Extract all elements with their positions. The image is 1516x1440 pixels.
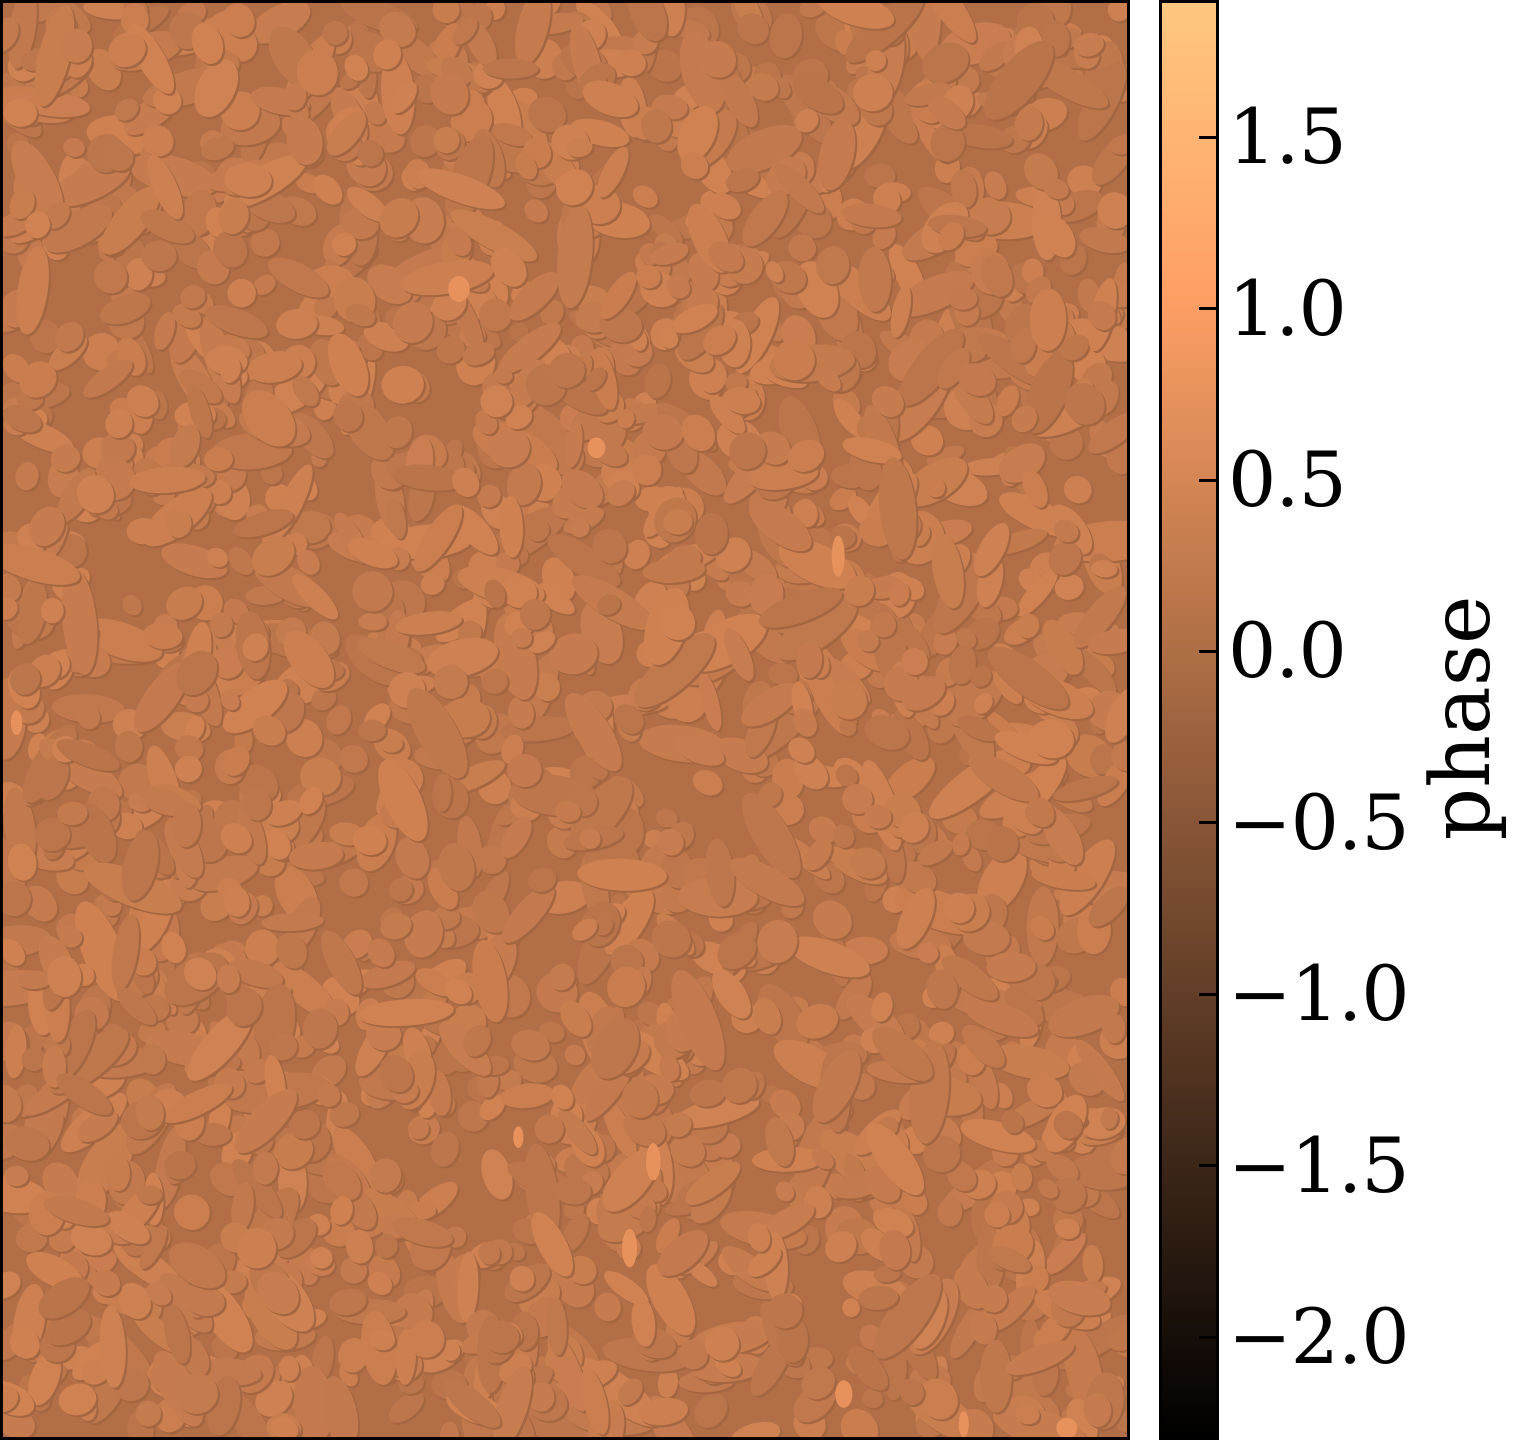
grain bbox=[864, 163, 896, 188]
grain bbox=[637, 1001, 663, 1026]
colorbar bbox=[1159, 0, 1219, 1440]
grain bbox=[1063, 475, 1092, 504]
colorbar-tick-label: 0.0 bbox=[1228, 606, 1347, 696]
grain bbox=[507, 753, 542, 788]
grain bbox=[926, 445, 965, 466]
grain bbox=[564, 1044, 586, 1066]
grain bbox=[933, 628, 958, 655]
colorbar-tick-label: −0.5 bbox=[1228, 777, 1410, 867]
colorbar-label: phase bbox=[1414, 595, 1509, 841]
colorbar-tick bbox=[1199, 649, 1217, 653]
bright-speck bbox=[835, 1380, 853, 1408]
grain bbox=[440, 1421, 460, 1437]
grain bbox=[694, 1393, 728, 1428]
grain bbox=[339, 744, 368, 773]
phase-map-texture bbox=[3, 3, 1127, 1437]
grain bbox=[407, 1320, 445, 1358]
colorbar-gradient bbox=[1162, 3, 1216, 1437]
grain bbox=[3, 1175, 49, 1214]
bright-speck bbox=[448, 276, 470, 302]
grain bbox=[163, 1150, 196, 1180]
bright-speck bbox=[622, 1228, 638, 1268]
grain bbox=[546, 826, 577, 859]
colorbar-tick bbox=[1199, 821, 1217, 825]
grain bbox=[253, 274, 276, 296]
grain bbox=[1090, 744, 1115, 775]
grain bbox=[339, 868, 369, 897]
colorbar-tick-label: 0.5 bbox=[1228, 435, 1347, 524]
grain bbox=[808, 816, 838, 844]
grain bbox=[729, 1421, 781, 1437]
colorbar-tick bbox=[1199, 135, 1217, 139]
grain bbox=[644, 363, 671, 399]
colorbar-tick bbox=[1199, 478, 1217, 482]
bright-speck bbox=[587, 437, 606, 459]
grain bbox=[481, 1149, 513, 1200]
grain bbox=[840, 1408, 879, 1437]
grain bbox=[63, 137, 85, 157]
grain bbox=[388, 1392, 424, 1423]
grain bbox=[835, 764, 858, 787]
grain bbox=[648, 49, 683, 82]
grain bbox=[292, 375, 319, 407]
grain bbox=[332, 1126, 380, 1191]
colorbar-tick-label: 1.5 bbox=[1228, 92, 1347, 182]
bright-speck bbox=[958, 1411, 969, 1437]
colorbar-tick-label: −1.0 bbox=[1228, 949, 1410, 1039]
grain bbox=[656, 809, 678, 828]
grain bbox=[4, 1165, 29, 1187]
bright-speck bbox=[10, 710, 23, 736]
colorbar-tick bbox=[1199, 307, 1217, 311]
colorbar-tick-label: 1.0 bbox=[1228, 263, 1347, 353]
grain bbox=[250, 228, 280, 257]
grain bbox=[1016, 570, 1058, 617]
grain bbox=[770, 1089, 801, 1120]
colorbar-tick bbox=[1199, 1164, 1217, 1168]
bright-speck bbox=[831, 535, 845, 577]
colorbar-tick-label: −2.0 bbox=[1228, 1292, 1410, 1382]
bright-speck bbox=[646, 1143, 661, 1181]
grain bbox=[842, 1298, 860, 1318]
grain bbox=[603, 1271, 649, 1306]
grain bbox=[655, 1218, 680, 1254]
grain bbox=[8, 3, 37, 69]
grain bbox=[410, 125, 441, 158]
colorbar-tick-label: −1.5 bbox=[1228, 1120, 1410, 1210]
grain bbox=[1044, 1232, 1086, 1275]
grain bbox=[248, 3, 311, 44]
grain bbox=[432, 3, 460, 24]
phase-map-image bbox=[0, 0, 1130, 1440]
grain bbox=[482, 58, 539, 79]
colorbar-tick bbox=[1199, 1335, 1217, 1339]
grain bbox=[232, 1159, 283, 1219]
grain bbox=[657, 1368, 679, 1398]
grain bbox=[632, 185, 658, 208]
grain bbox=[883, 756, 935, 803]
grain bbox=[604, 888, 654, 956]
bright-speck bbox=[513, 1126, 524, 1148]
grain bbox=[245, 929, 280, 966]
grain bbox=[206, 547, 228, 568]
grain bbox=[524, 516, 550, 542]
grain bbox=[173, 1194, 210, 1230]
colorbar-tick bbox=[1199, 992, 1217, 996]
grain bbox=[621, 1078, 658, 1119]
